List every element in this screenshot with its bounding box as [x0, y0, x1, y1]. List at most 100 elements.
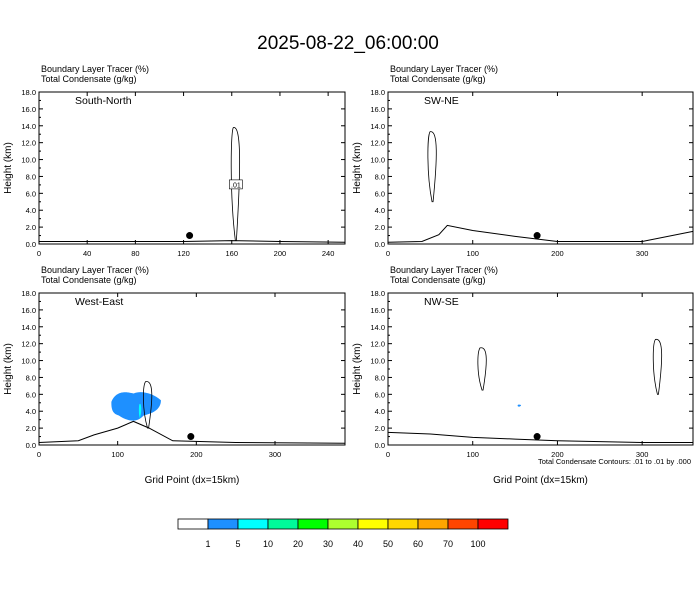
- x-tick-label: 0: [37, 450, 41, 459]
- x-tick-label: 0: [37, 249, 41, 258]
- y-tick-label: 8.0: [26, 172, 36, 181]
- x-tick-label: 200: [551, 249, 564, 258]
- terrain-line: [387, 431, 693, 443]
- colorbar-label: 40: [353, 539, 363, 549]
- panel-label: NW-SE: [424, 296, 459, 308]
- x-axis-label: Grid Point (dx=15km): [493, 475, 588, 486]
- panel-header-tracer: Boundary Layer Tracer (%): [41, 64, 149, 74]
- colorbar-box: [387, 518, 419, 530]
- colorbar-box: [267, 518, 299, 530]
- panel-south-north: Boundary Layer Tracer (%)Total Condensat…: [3, 64, 346, 258]
- y-tick-label: 8.0: [26, 373, 36, 382]
- terrain-line: [38, 420, 346, 444]
- location-marker: [186, 232, 194, 240]
- x-tick-label: 200: [274, 249, 287, 258]
- plot-frame: [38, 91, 346, 245]
- y-tick-label: 0.0: [26, 441, 36, 450]
- terrain-line: [39, 240, 346, 243]
- x-tick-label: 200: [551, 450, 564, 459]
- y-axis-label: Height (km): [352, 142, 363, 194]
- x-tick-label: 300: [636, 249, 649, 258]
- panel-header-condensate: Total Condensate (g/kg): [390, 74, 486, 84]
- y-axis-label: Height (km): [352, 343, 363, 395]
- y-tick-label: 12.0: [21, 340, 36, 349]
- terrain-line: [387, 224, 694, 243]
- y-tick-label: 6.0: [375, 189, 385, 198]
- plot-frame: [387, 292, 694, 446]
- panel-header-condensate: Total Condensate (g/kg): [390, 275, 486, 285]
- colorbar-label: 50: [383, 539, 393, 549]
- location-marker: [187, 433, 195, 441]
- colorbar-box: [477, 518, 509, 530]
- panel-west-east: Boundary Layer Tracer (%)Total Condensat…: [3, 265, 346, 486]
- panel-header-condensate: Total Condensate (g/kg): [41, 74, 137, 84]
- colorbar-label: 70: [443, 539, 453, 549]
- panel-header-tracer: Boundary Layer Tracer (%): [41, 265, 149, 275]
- x-tick-label: 300: [636, 450, 649, 459]
- y-tick-label: 4.0: [26, 206, 36, 215]
- y-tick-label: 14.0: [21, 323, 36, 332]
- panel-header-tracer: Boundary Layer Tracer (%): [390, 265, 498, 275]
- y-tick-label: 18.0: [370, 88, 385, 97]
- tracer-fill-region: [517, 404, 522, 407]
- y-tick-label: 0.0: [375, 240, 385, 249]
- colorbar-box: [207, 518, 239, 530]
- x-tick-label: 160: [225, 249, 238, 258]
- panel-header-tracer: Boundary Layer Tracer (%): [390, 64, 498, 74]
- y-axis-label: Height (km): [3, 142, 14, 194]
- y-tick-label: 0.0: [375, 441, 385, 450]
- location-marker: [533, 232, 541, 240]
- y-tick-label: 14.0: [370, 323, 385, 332]
- colorbar-box: [417, 518, 449, 530]
- y-tick-label: 8.0: [375, 373, 385, 382]
- colorbar-label: 10: [263, 539, 273, 549]
- y-tick-label: 2.0: [375, 223, 385, 232]
- panel-label: West-East: [75, 296, 123, 308]
- y-tick-label: 16.0: [21, 306, 36, 315]
- panel-label: SW-NE: [424, 95, 459, 107]
- x-axis-label: Grid Point (dx=15km): [145, 475, 240, 486]
- contour-note: Total Condensate Contours: .01 to .01 by…: [538, 457, 691, 466]
- x-tick-label: 0: [386, 249, 390, 258]
- x-tick-label: 200: [190, 450, 203, 459]
- y-tick-label: 6.0: [26, 189, 36, 198]
- colorbar-box: [327, 518, 359, 530]
- colorbar-box: [357, 518, 389, 530]
- y-tick-label: 14.0: [370, 122, 385, 131]
- y-tick-label: 4.0: [26, 407, 36, 416]
- y-tick-label: 4.0: [375, 407, 385, 416]
- figure-title: 2025-08-22_06:00:00: [257, 33, 439, 54]
- x-tick-label: 240: [322, 249, 335, 258]
- colorbar-label: 60: [413, 539, 423, 549]
- plot-frame: [387, 91, 694, 245]
- x-tick-label: 100: [111, 450, 124, 459]
- location-marker: [533, 433, 541, 441]
- colorbar-label: 30: [323, 539, 333, 549]
- panel-nw-se: Boundary Layer Tracer (%)Total Condensat…: [352, 265, 694, 486]
- y-tick-label: 2.0: [26, 424, 36, 433]
- plot-frame: [38, 292, 346, 446]
- colorbar-box: [237, 518, 269, 530]
- condensate-contour: [477, 347, 487, 391]
- y-tick-label: 8.0: [375, 172, 385, 181]
- colorbar-label: 1: [205, 539, 210, 549]
- condensate-contour: [230, 127, 240, 242]
- tracer-fill-region: [111, 392, 161, 421]
- y-tick-label: 10.0: [21, 156, 36, 165]
- y-tick-label: 12.0: [370, 340, 385, 349]
- y-tick-label: 10.0: [21, 357, 36, 366]
- y-tick-label: 12.0: [21, 139, 36, 148]
- colorbar-box: [447, 518, 479, 530]
- colorbar-box: [297, 518, 329, 530]
- y-tick-label: 4.0: [375, 206, 385, 215]
- y-tick-label: 18.0: [370, 289, 385, 298]
- y-tick-label: 6.0: [375, 390, 385, 399]
- y-tick-label: 6.0: [26, 390, 36, 399]
- panel-header-condensate: Total Condensate (g/kg): [41, 275, 137, 285]
- colorbar-legend: 1 5 10 20 30 40 50 60 70 100: [177, 518, 509, 549]
- x-tick-label: 300: [269, 450, 282, 459]
- colorbar-label: 5: [235, 539, 240, 549]
- condensate-contour: [143, 381, 153, 429]
- y-tick-label: 18.0: [21, 289, 36, 298]
